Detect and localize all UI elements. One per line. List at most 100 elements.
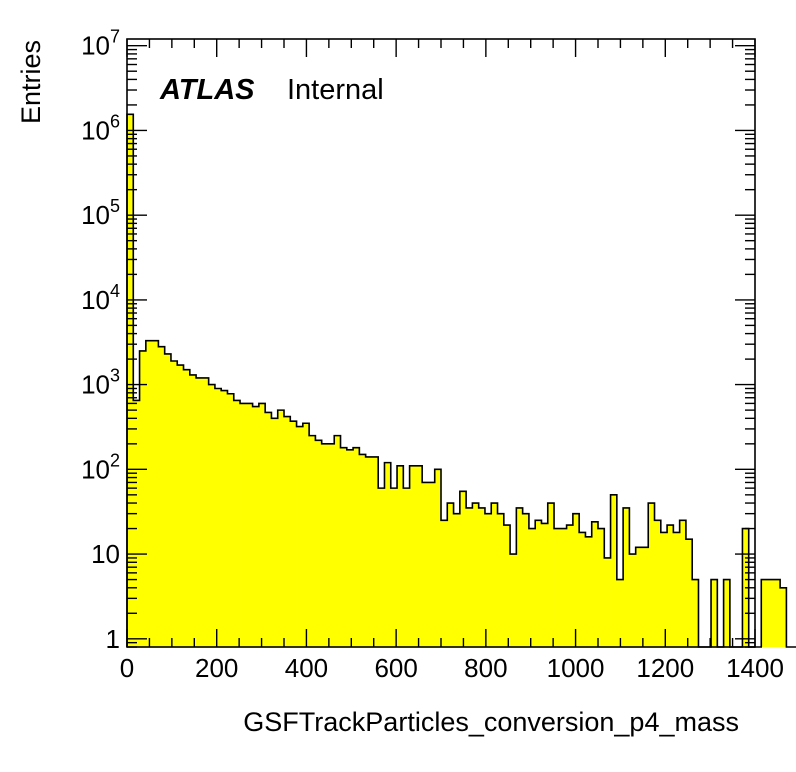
histogram-bar: [635, 547, 643, 647]
histogram-bar: [246, 403, 253, 647]
histogram-bar: [528, 528, 536, 647]
histogram-bar: [390, 488, 398, 647]
x-tick-label: 1400: [726, 653, 784, 683]
histogram-bar: [541, 523, 549, 647]
y-tick-label: 10: [91, 539, 120, 569]
histogram-bar: [227, 393, 235, 647]
x-tick-label: 800: [464, 653, 507, 683]
y-axis-title: Entries: [16, 40, 46, 124]
histogram-bar: [516, 507, 524, 647]
y-tick-label: 106: [81, 111, 120, 145]
histogram-bar: [359, 454, 367, 647]
histogram-bar: [723, 579, 731, 647]
histogram-bar: [221, 390, 228, 647]
histogram-bar: [258, 403, 266, 647]
histogram-bar: [365, 456, 373, 647]
histogram-bar: [189, 374, 197, 647]
histogram-bar: [554, 528, 561, 647]
histogram-bar: [290, 421, 297, 647]
histogram-bar: [315, 440, 323, 647]
histogram-bar: [641, 547, 649, 647]
histogram-bar: [177, 365, 184, 647]
x-tick-label: 1200: [636, 653, 694, 683]
histogram-bar: [591, 521, 599, 647]
histogram-bar: [277, 410, 285, 647]
histogram-bar: [271, 418, 279, 647]
histogram-bar: [353, 447, 360, 647]
histogram-bar: [158, 346, 166, 647]
histogram-bar: [409, 465, 417, 647]
x-tick-label: 0: [120, 653, 134, 683]
histogram-bar: [428, 482, 436, 647]
histogram-bar: [371, 456, 379, 647]
histogram-bar: [572, 513, 580, 647]
histogram-bar: [441, 520, 448, 647]
histogram-bar: [170, 360, 178, 647]
histogram-bar: [309, 435, 316, 647]
histogram-bar: [522, 513, 530, 647]
y-tick-label: 1: [106, 624, 120, 654]
histogram-bar: [648, 503, 655, 647]
histogram-bar: [378, 488, 385, 647]
histogram-bar: [692, 579, 699, 647]
histogram-bar: [679, 520, 687, 647]
y-tick-label: 104: [81, 281, 120, 315]
histogram-bar: [321, 443, 329, 647]
histogram-bar: [453, 513, 461, 647]
histogram-bar: [472, 503, 480, 647]
x-tick-label: 600: [374, 653, 417, 683]
histogram-bars: [127, 114, 787, 647]
internal-label: Internal: [287, 74, 384, 106]
y-tick-label: 105: [81, 196, 120, 230]
histogram-bar: [623, 507, 630, 647]
histogram-bar: [547, 503, 555, 647]
histogram-bar: [459, 491, 467, 647]
histogram-bar: [484, 513, 492, 647]
histogram-bar: [654, 520, 662, 647]
histogram-bar: [422, 482, 429, 647]
histogram-bar: [346, 449, 354, 647]
histogram-bar: [334, 435, 341, 647]
histogram-bar: [447, 503, 454, 647]
histogram-bar: [327, 443, 335, 647]
histogram-bar: [384, 462, 392, 647]
histogram-bar: [265, 412, 272, 647]
histogram-bar: [202, 377, 210, 647]
histogram-bar: [152, 340, 159, 647]
histogram-bar: [252, 406, 260, 647]
histogram-bar: [667, 525, 674, 647]
histogram-bar: [604, 557, 611, 647]
histogram-bar: [497, 513, 505, 647]
y-axis-ticks: [127, 45, 755, 648]
histogram-bar: [685, 539, 693, 647]
histogram-bar: [585, 536, 593, 647]
histogram-bar: [711, 579, 718, 647]
x-axis-ticks: [126, 39, 756, 647]
histogram-bar: [127, 114, 134, 647]
histogram-bar: [491, 503, 498, 647]
histogram-bar: [196, 377, 203, 647]
x-tick-label: 400: [285, 653, 328, 683]
y-tick-label: 102: [81, 450, 120, 484]
x-tick-label: 200: [195, 653, 238, 683]
histogram-outline: [126, 113, 796, 648]
histogram-bar: [629, 554, 637, 647]
histogram-bar: [616, 579, 624, 647]
histogram-bar: [240, 403, 247, 647]
histogram-bar: [510, 554, 517, 647]
histogram-bar: [434, 469, 442, 647]
x-tick-label: 1000: [547, 653, 605, 683]
y-axis-tick-labels: 1 10 102 103 104 105 106 107: [81, 27, 120, 654]
histogram-bar: [340, 447, 348, 647]
histogram-bar: [302, 423, 310, 647]
histogram-bar: [466, 507, 473, 647]
histogram-bar: [397, 465, 404, 647]
histogram-bar: [139, 350, 147, 647]
histogram-bar: [214, 388, 222, 647]
histogram-bar: [133, 400, 140, 647]
histogram-bar: [233, 400, 241, 647]
histogram-bar: [415, 465, 423, 647]
histogram-bar: [183, 369, 191, 647]
histogram-bar: [164, 353, 172, 647]
histogram-bar: [598, 528, 605, 647]
